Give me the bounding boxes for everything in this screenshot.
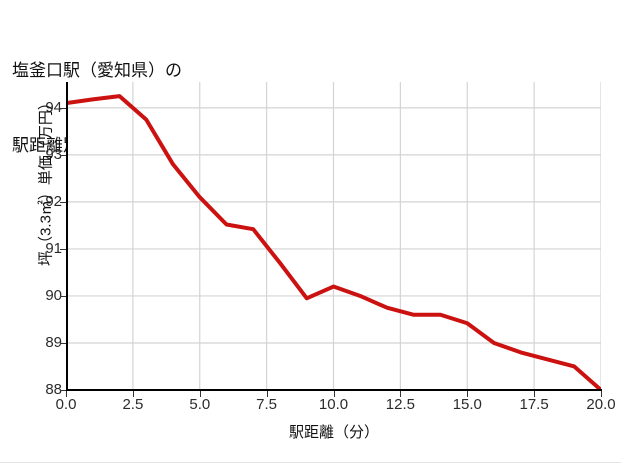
- y-tick-mark: [60, 390, 66, 391]
- x-tick-mark: [534, 391, 536, 397]
- y-tick-label: 90: [45, 287, 62, 304]
- x-tick-mark: [199, 391, 201, 397]
- y-tick-label: 88: [45, 381, 62, 398]
- plot-wrapper: [66, 82, 601, 390]
- y-tick-label: 92: [45, 192, 62, 210]
- x-tick-label: 10.0: [318, 396, 349, 413]
- x-tick-mark: [400, 391, 402, 397]
- chart-title-line-1: 塩釜口駅（愛知県）の: [12, 61, 182, 80]
- y-tick-label: 91: [45, 239, 62, 257]
- y-tick-label: 94: [45, 98, 62, 116]
- y-axis-label: 坪（3.3㎡）単価（万円）: [37, 95, 55, 266]
- x-tick-label: 15.0: [452, 396, 482, 413]
- x-axis-tick-labels: 0.0 2.5 5.0 7.5 10.0 12.5 15.0 17.5 20.0: [56, 396, 616, 418]
- x-axis-label: 駅距離（分）: [288, 424, 379, 441]
- x-tick-mark: [601, 391, 602, 397]
- y-tick-label: 89: [45, 334, 62, 351]
- y-axis-tick-labels: 88 89 90 91 92 93 94: [22, 82, 62, 398]
- y-tick-mark: [60, 154, 66, 156]
- x-tick-mark: [333, 391, 335, 397]
- x-axis-spine: [66, 389, 602, 391]
- x-tick-mark: [467, 391, 469, 397]
- x-tick-mark: [66, 391, 67, 397]
- data-series-group: [66, 94, 601, 390]
- x-tick-label: 12.5: [385, 396, 415, 413]
- x-tick-label: 17.5: [519, 396, 549, 413]
- y-tick-mark: [60, 296, 66, 297]
- y-tick-mark: [60, 248, 66, 250]
- line-chart-canvas: [66, 82, 601, 390]
- data-line: [66, 94, 601, 390]
- x-tick-label: 0.0: [55, 396, 77, 413]
- figure-bottom-rule: [0, 462, 621, 463]
- y-tick-mark: [60, 107, 66, 109]
- y-tick-mark: [60, 201, 66, 203]
- y-axis-spine: [66, 82, 68, 391]
- x-tick-label: 5.0: [189, 396, 211, 413]
- x-tick-mark: [132, 391, 134, 397]
- x-tick-label: 20.0: [586, 396, 616, 413]
- y-tick-mark: [60, 343, 66, 344]
- grid-lines: [66, 82, 601, 390]
- x-tick-label: 7.5: [256, 396, 278, 413]
- y-tick-label: 93: [45, 145, 62, 163]
- x-tick-mark: [266, 391, 268, 397]
- x-tick-label: 2.5: [122, 396, 144, 413]
